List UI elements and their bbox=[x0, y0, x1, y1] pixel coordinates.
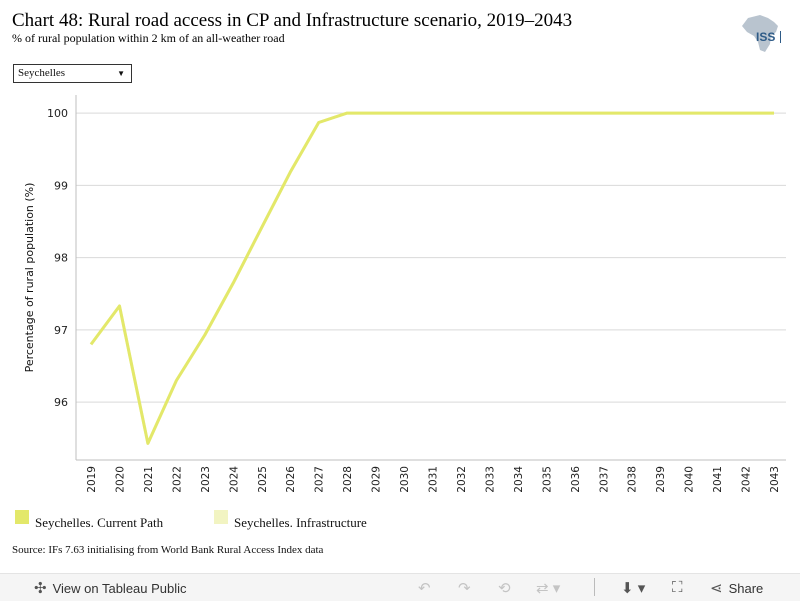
chart-subtitle: % of rural population within 2 km of an … bbox=[12, 31, 285, 45]
x-tick-label: 2029 bbox=[371, 466, 383, 493]
legend-label-infrastructure: Seychelles. Infrastructure bbox=[234, 515, 367, 530]
x-tick-label: 2027 bbox=[314, 466, 326, 493]
share-icon: ⋖ bbox=[710, 580, 723, 597]
series-line-seychelles-current-path bbox=[89, 111, 774, 445]
legend-label-current-path: Seychelles. Current Path bbox=[35, 515, 164, 530]
x-tick-label: 2031 bbox=[428, 466, 440, 493]
x-tick-label: 2036 bbox=[570, 466, 582, 493]
x-tick-label: 2033 bbox=[484, 466, 496, 493]
redo-button[interactable]: ↷ bbox=[458, 579, 471, 597]
x-tick-label: 2032 bbox=[456, 466, 468, 493]
line-chart: 96 97 98 99 100 2019 2020 2021 2022 2023 2024 2025 2… bbox=[23, 95, 786, 493]
iss-logo: ISS bbox=[738, 12, 800, 56]
x-tick-label: 2035 bbox=[541, 466, 553, 493]
revert-button[interactable]: ⟲ bbox=[498, 579, 511, 597]
x-tick-label: 2024 bbox=[228, 466, 240, 493]
share-label: Share bbox=[728, 580, 764, 596]
x-tick-label: 2020 bbox=[114, 466, 126, 493]
tableau-toolbar: ✣ View on Tableau Public ↶ ↷ ⟲ ⇄ ▾ ⬇ ▾ ⛶… bbox=[0, 573, 800, 601]
view-on-tableau-link[interactable]: ✣ View on Tableau Public bbox=[34, 579, 187, 597]
country-select[interactable]: Seychelles ▼ bbox=[13, 64, 132, 83]
chart-title: Chart 48: Rural road access in CP and In… bbox=[12, 10, 573, 31]
x-tick-label: 2034 bbox=[513, 466, 525, 493]
y-tick-label: 96 bbox=[54, 396, 68, 409]
source-note: Source: IFs 7.63 initialising from World… bbox=[12, 544, 324, 556]
x-tick-label: 2040 bbox=[684, 466, 696, 493]
download-button[interactable]: ⬇ ▾ bbox=[621, 579, 645, 597]
x-tick-label: 2038 bbox=[627, 466, 639, 493]
country-select-value: Seychelles bbox=[18, 67, 66, 79]
download-icon: ⬇ ▾ bbox=[621, 580, 646, 597]
toolbar-divider bbox=[594, 578, 595, 596]
x-tick-label: 2019 bbox=[86, 466, 98, 493]
x-tick-label: 2022 bbox=[171, 466, 183, 493]
africa-map-icon bbox=[742, 15, 778, 52]
y-tick-label: 100 bbox=[47, 107, 68, 120]
logo-text: ISS bbox=[756, 30, 776, 44]
refresh-icon: ⇄ ▾ bbox=[536, 580, 561, 597]
y-tick-label: 98 bbox=[54, 252, 68, 265]
legend-swatch-infrastructure bbox=[214, 510, 228, 524]
x-tick-label: 2030 bbox=[399, 466, 411, 493]
share-button[interactable]: ⋖ Share bbox=[710, 579, 763, 597]
x-tick-label: 2041 bbox=[712, 466, 724, 493]
revert-icon: ⟲ bbox=[498, 580, 511, 597]
redo-icon: ↷ bbox=[458, 580, 471, 597]
x-tick-label: 2026 bbox=[285, 466, 297, 493]
fullscreen-icon: ⛶ bbox=[672, 579, 683, 596]
undo-icon: ↶ bbox=[418, 580, 431, 597]
x-tick-label: 2042 bbox=[741, 466, 753, 493]
legend-swatch-current-path bbox=[15, 510, 29, 524]
x-tick-label: 2043 bbox=[769, 466, 781, 493]
y-axis-label: Percentage of rural population (%) bbox=[23, 183, 36, 373]
view-on-tableau-label: View on Tableau Public bbox=[52, 580, 187, 596]
refresh-button[interactable]: ⇄ ▾ bbox=[536, 579, 560, 597]
tableau-icon: ✣ bbox=[34, 580, 47, 597]
chevron-down-icon: ▼ bbox=[117, 69, 125, 78]
x-tick-label: 2023 bbox=[200, 466, 212, 493]
x-tick-label: 2021 bbox=[143, 466, 155, 493]
undo-button[interactable]: ↶ bbox=[418, 579, 431, 597]
x-tick-label: 2039 bbox=[655, 466, 667, 493]
y-tick-label: 97 bbox=[54, 324, 68, 337]
y-tick-label: 99 bbox=[54, 179, 68, 192]
logo-suffix bbox=[780, 31, 800, 43]
fullscreen-button[interactable]: ⛶ bbox=[672, 579, 683, 596]
x-tick-label: 2025 bbox=[257, 466, 269, 493]
x-tick-label: 2028 bbox=[342, 466, 354, 493]
x-tick-label: 2037 bbox=[598, 466, 610, 493]
series-line-seychelles-infrastructure bbox=[89, 111, 774, 445]
